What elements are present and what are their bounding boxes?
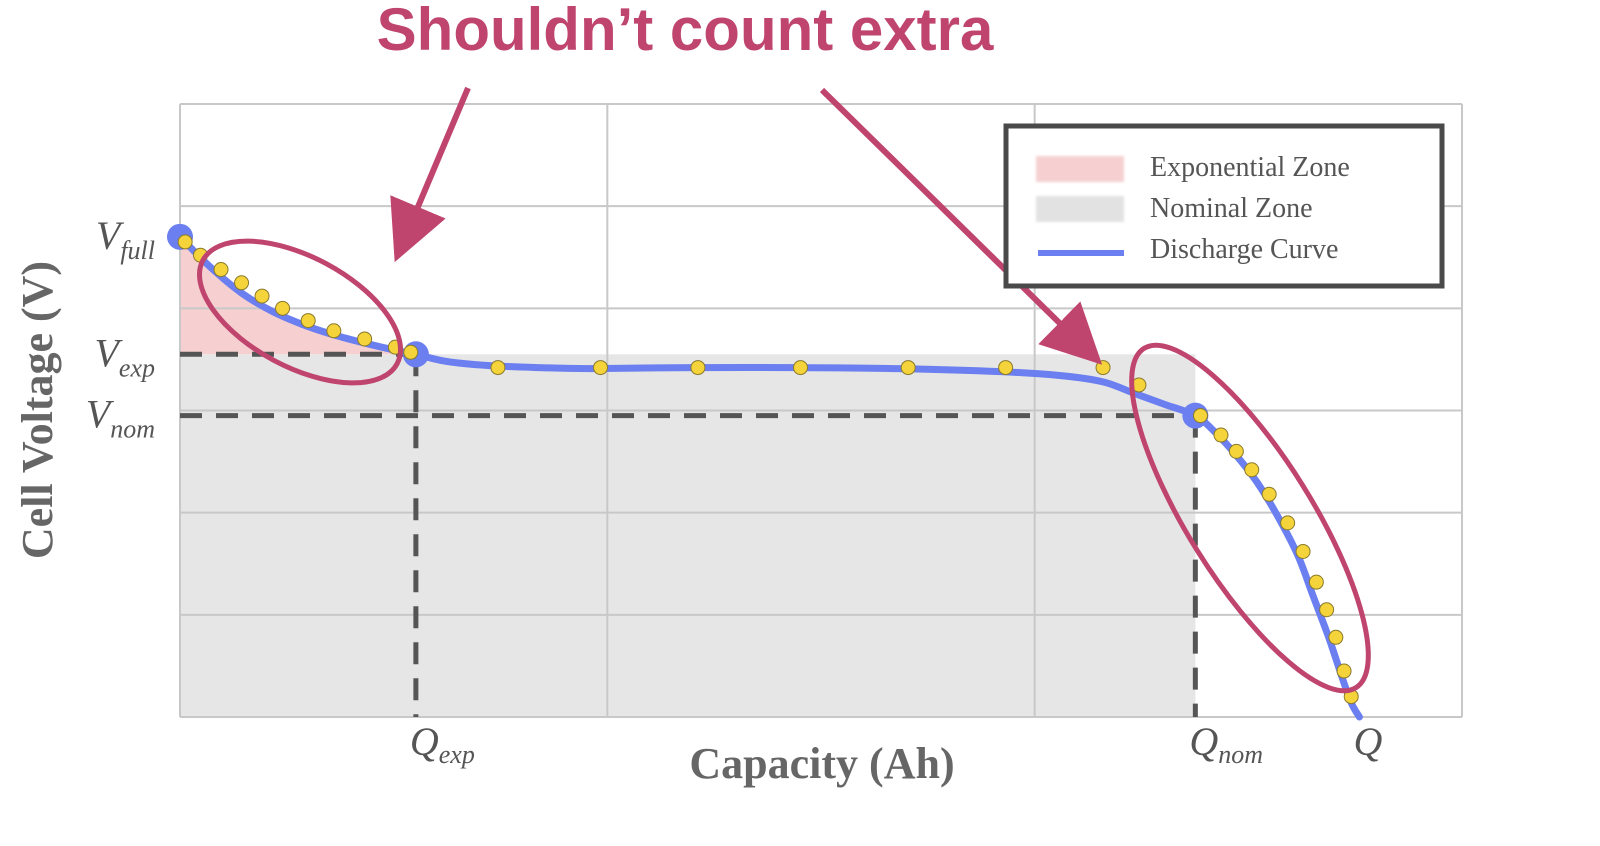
sample-marker bbox=[1192, 408, 1208, 424]
highlight-ellipse-nom bbox=[1129, 342, 1371, 694]
sample-marker bbox=[1261, 486, 1277, 502]
x-tick-labels: Qexp Qnom Q bbox=[410, 719, 1383, 769]
y-axis-label: Cell Voltage (V) bbox=[13, 261, 62, 559]
x-tick-sub: nom bbox=[1218, 740, 1263, 769]
arrow-right bbox=[819, 87, 1103, 365]
y-tick-sub: nom bbox=[110, 415, 155, 444]
sample-marker bbox=[1228, 443, 1244, 459]
sample-marker bbox=[1308, 574, 1324, 590]
sample-marker bbox=[998, 360, 1014, 376]
sample-marker bbox=[326, 323, 342, 339]
legend-label-exponential: Exponential Zone bbox=[1150, 152, 1350, 183]
sample-marker bbox=[1244, 462, 1260, 478]
legend-swatch-exponential bbox=[1036, 156, 1124, 182]
exponential-zone-fill bbox=[180, 236, 416, 355]
x-tick-base: Q bbox=[410, 719, 439, 764]
annotation-title: Shouldn’t count extra bbox=[377, 0, 994, 63]
legend: Exponential Zone Nominal Zone Discharge … bbox=[1003, 123, 1445, 289]
y-tick-label: Vfull bbox=[96, 213, 155, 265]
y-tick-label: Vexp bbox=[94, 330, 155, 382]
reference-lines bbox=[180, 351, 1198, 717]
sample-marker bbox=[490, 360, 506, 376]
legend-swatch-nominal bbox=[1036, 196, 1124, 222]
y-tick-base: V bbox=[96, 213, 125, 258]
sample-marker bbox=[234, 275, 250, 291]
x-tick-sub: exp bbox=[439, 740, 475, 769]
sample-marker bbox=[254, 288, 270, 304]
annotation-overlay bbox=[197, 86, 1371, 694]
sample-marker bbox=[900, 360, 916, 376]
x-tick-base: Q bbox=[1353, 719, 1382, 764]
nominal-zone-fill bbox=[180, 354, 1196, 717]
y-tick-base: V bbox=[86, 392, 115, 437]
highlight-ellipse-exp bbox=[197, 238, 403, 386]
y-tick-label: Vnom bbox=[86, 392, 155, 444]
legend-label-curve: Discharge Curve bbox=[1150, 234, 1338, 265]
x-tick-label: Q bbox=[1353, 719, 1382, 764]
sample-marker bbox=[275, 300, 291, 316]
x-axis-label: Capacity (Ah) bbox=[689, 739, 954, 788]
sample-marker bbox=[357, 331, 373, 347]
legend-label-nominal: Nominal Zone bbox=[1150, 193, 1313, 224]
sample-marker bbox=[403, 344, 419, 360]
sample-markers bbox=[177, 234, 1359, 705]
y-tick-sub: full bbox=[120, 236, 155, 265]
sample-marker bbox=[1328, 629, 1344, 645]
y-tick-base: V bbox=[94, 330, 123, 375]
sample-marker bbox=[1295, 543, 1311, 559]
sample-marker bbox=[792, 360, 808, 376]
sample-marker bbox=[1280, 515, 1296, 531]
sample-marker bbox=[1213, 427, 1229, 443]
x-tick-base: Q bbox=[1189, 719, 1218, 764]
sample-marker bbox=[1095, 360, 1111, 376]
sample-marker bbox=[177, 234, 193, 250]
arrow-left bbox=[390, 86, 471, 263]
sample-marker bbox=[592, 360, 608, 376]
sample-marker bbox=[1336, 663, 1352, 679]
sample-marker bbox=[300, 313, 316, 329]
sample-marker bbox=[213, 262, 229, 278]
sample-marker bbox=[1319, 602, 1335, 618]
sample-marker bbox=[690, 360, 706, 376]
x-tick-label: Qnom bbox=[1189, 719, 1263, 769]
y-tick-sub: exp bbox=[119, 353, 155, 382]
x-tick-label: Qexp bbox=[410, 719, 475, 769]
